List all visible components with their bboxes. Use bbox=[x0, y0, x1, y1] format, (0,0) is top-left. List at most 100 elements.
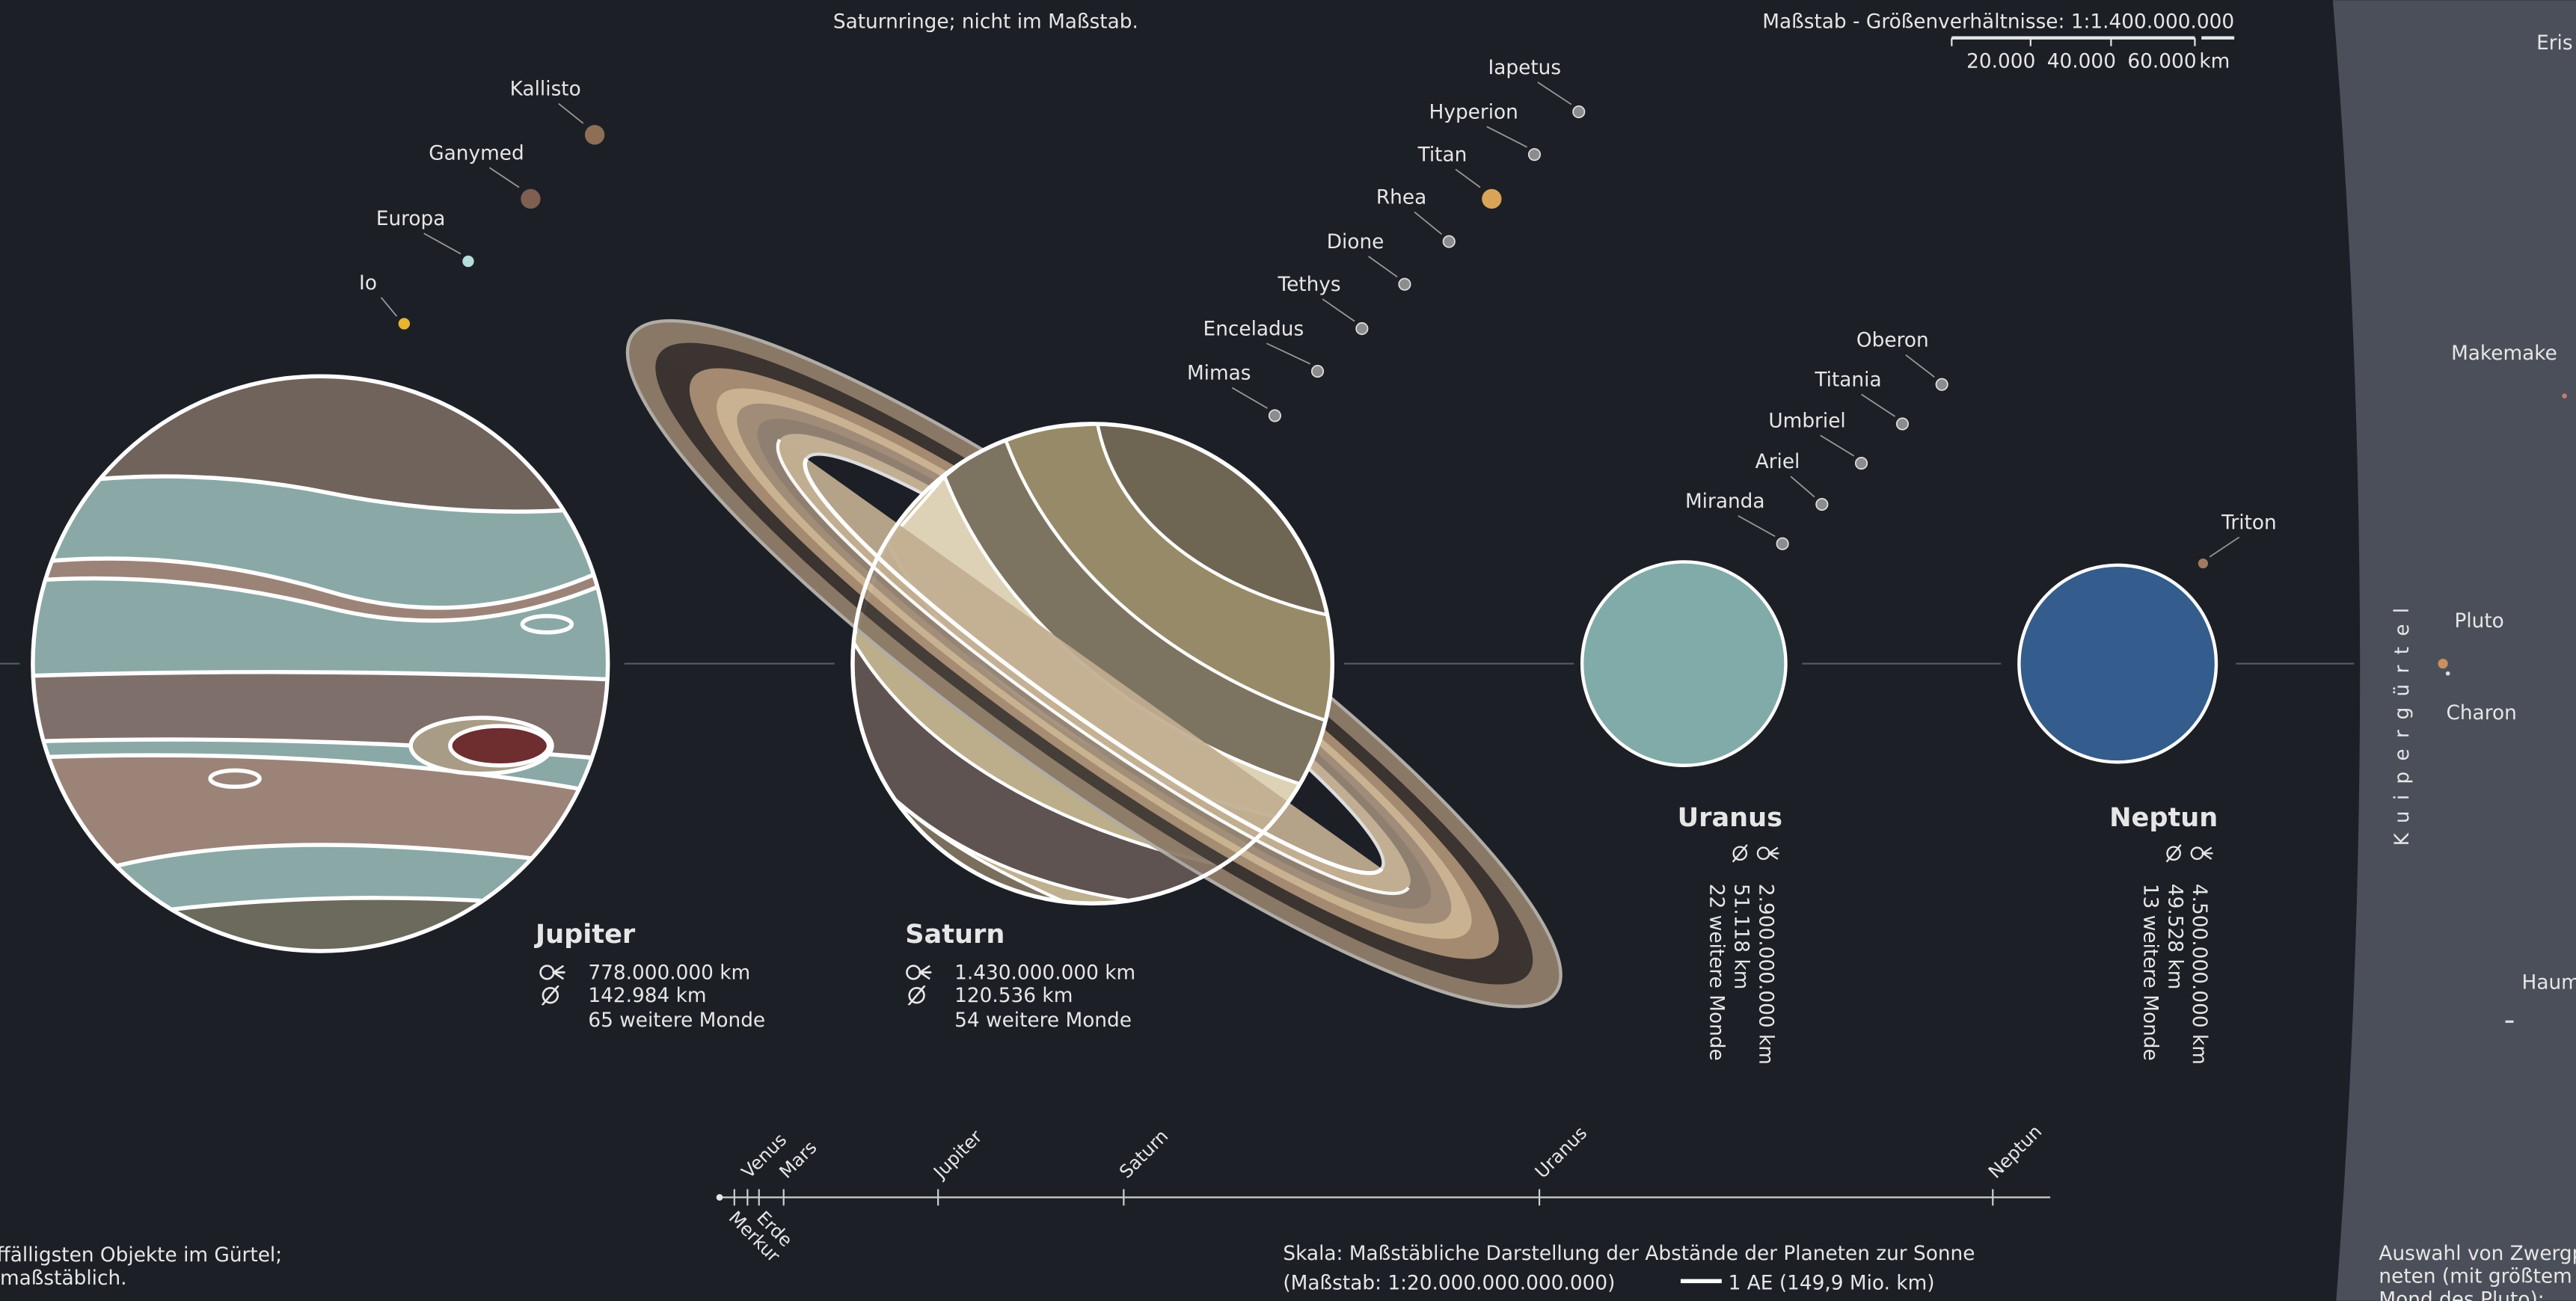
scale-tick: 40.000 bbox=[2047, 50, 2116, 73]
kuiper-note: neten (mit größtem bbox=[2379, 1266, 2572, 1288]
axis-caption: Skala: Maßstäbliche Darstellung der Abst… bbox=[1283, 1243, 1975, 1265]
moon bbox=[1482, 188, 1502, 209]
moon bbox=[1527, 148, 1542, 162]
axis-caption-scale: (Maßstab: 1:20.000.000.000.000) bbox=[1283, 1272, 1615, 1294]
kuiper-note: Auswahl von Zwergpl bbox=[2379, 1243, 2576, 1265]
sun-marker bbox=[716, 1194, 723, 1201]
moon-label: Mimas bbox=[1187, 363, 1251, 385]
moon-label: Tethys bbox=[1277, 274, 1340, 296]
planet-name: Jupiter bbox=[534, 919, 636, 950]
dwarf-planet bbox=[2562, 393, 2567, 399]
moon-leader bbox=[1266, 342, 1311, 365]
moon-leader bbox=[1486, 126, 1527, 148]
kuiper-note: Mond des Pluto): bbox=[2379, 1288, 2544, 1301]
moon bbox=[1935, 378, 1948, 391]
dwarf-planet-label: Makemake bbox=[2451, 342, 2557, 365]
moon-label: Dione bbox=[1327, 231, 1384, 253]
distance-axis bbox=[720, 1189, 2051, 1206]
moon bbox=[2198, 559, 2208, 569]
planet-diameter: 51.118 km bbox=[1729, 884, 1752, 989]
planet-name: Saturn bbox=[905, 919, 1005, 950]
moon-leader bbox=[1790, 476, 1815, 498]
moon-leader bbox=[1414, 211, 1442, 235]
left-note: ffälligsten Objekte im Gürtel; bbox=[0, 1244, 282, 1267]
kuiper-panel bbox=[2332, 0, 2576, 1301]
moon-label: Io bbox=[359, 272, 377, 295]
moon-label: Miranda bbox=[1685, 490, 1765, 513]
planet-diameter: 120.536 km bbox=[954, 985, 1073, 1007]
moon-leader bbox=[2209, 536, 2240, 558]
planet-diameter: 142.984 km bbox=[588, 985, 706, 1007]
moon-leader bbox=[558, 102, 584, 124]
moon bbox=[1398, 277, 1411, 291]
moon-label: Umbriel bbox=[1768, 410, 1845, 432]
moon bbox=[462, 255, 474, 268]
moon-leader bbox=[1820, 434, 1855, 457]
kuiper-title: Kuipergürtel bbox=[2391, 597, 2414, 846]
moon-label: Kallisto bbox=[510, 79, 581, 101]
dwarf-moon bbox=[2445, 671, 2450, 676]
planet-moons: 13 weitere Monde bbox=[2138, 884, 2161, 1061]
moon-label: Enceladus bbox=[1203, 318, 1304, 340]
moons: Kallisto Ganymed Europa Io Iapetus Hyperion Ti… bbox=[359, 57, 2277, 569]
moon-leader bbox=[1537, 81, 1572, 105]
moon-leader bbox=[380, 297, 398, 317]
planet-diameter: 49.528 km bbox=[2163, 884, 2186, 989]
moon-label: Hyperion bbox=[1429, 101, 1518, 123]
dwarf-planet-label: Charon bbox=[2446, 702, 2516, 725]
jupiter-outline bbox=[31, 374, 610, 953]
dwarf-planet bbox=[2438, 658, 2448, 669]
planet-name: Uranus bbox=[1678, 802, 1782, 833]
moon-label: Titania bbox=[1814, 369, 1881, 391]
moon bbox=[1310, 365, 1325, 378]
planet-moons: 65 weitere Monde bbox=[588, 1009, 765, 1032]
planet-moons: 54 weitere Monde bbox=[954, 1009, 1132, 1032]
neptun bbox=[2017, 563, 2218, 764]
moon bbox=[1442, 235, 1456, 248]
uranus bbox=[1580, 560, 1788, 767]
moon bbox=[1895, 417, 1910, 431]
moon bbox=[398, 318, 411, 330]
dwarf-planet-label: Haum bbox=[2522, 971, 2576, 994]
moon bbox=[1776, 537, 1789, 550]
saturn-outline bbox=[850, 422, 1335, 905]
moon bbox=[1854, 457, 1868, 470]
moon bbox=[584, 125, 605, 145]
moon-label: Triton bbox=[2221, 511, 2277, 534]
moon-label: Oberon bbox=[1856, 330, 1929, 352]
moon-leader bbox=[489, 167, 520, 188]
moon-label: Titan bbox=[1417, 144, 1468, 166]
planet-moons: 22 weitere Monde bbox=[1705, 884, 1727, 1061]
moon-leader bbox=[1905, 354, 1935, 378]
moon bbox=[1355, 322, 1369, 336]
moon-leader bbox=[1861, 393, 1896, 417]
saturn-ring-gap bbox=[803, 457, 1384, 876]
planet-distance: 4.500.000.000 km bbox=[2188, 884, 2210, 1065]
scale-unit: km bbox=[2199, 50, 2230, 73]
au-label: 1 AE (149,9 Mio. km) bbox=[1729, 1272, 1935, 1294]
moon-leader bbox=[1322, 298, 1355, 322]
planet-distance: 2.900.000.000 km bbox=[1754, 884, 1776, 1065]
scale-title: Maßstab - Größenverhältnisse: 1:1.400.00… bbox=[1762, 11, 2234, 34]
moon-leader bbox=[423, 233, 461, 255]
moon-leader bbox=[1738, 515, 1776, 538]
dwarf-planet-label: Pluto bbox=[2454, 610, 2503, 633]
planet-distance: 1.430.000.000 km bbox=[954, 962, 1135, 984]
planet-name: Neptun bbox=[2109, 802, 2218, 833]
scale-bar bbox=[1951, 36, 2235, 46]
moon-label: Ariel bbox=[1755, 451, 1800, 473]
moon-label: Ganymed bbox=[429, 142, 524, 164]
moon-leader bbox=[1231, 387, 1268, 409]
rings-note: Saturnringe; nicht im Maßstab. bbox=[833, 11, 1138, 34]
moon-label: Iapetus bbox=[1488, 57, 1561, 79]
moon-leader bbox=[1455, 168, 1481, 188]
moon bbox=[1268, 409, 1281, 422]
moon-label: Europa bbox=[376, 208, 446, 230]
left-note: maßstäblich. bbox=[0, 1267, 127, 1290]
scale-tick: 60.000 bbox=[2127, 50, 2196, 73]
moon-leader bbox=[1368, 256, 1398, 278]
planet-distance: 778.000.000 km bbox=[588, 962, 750, 984]
